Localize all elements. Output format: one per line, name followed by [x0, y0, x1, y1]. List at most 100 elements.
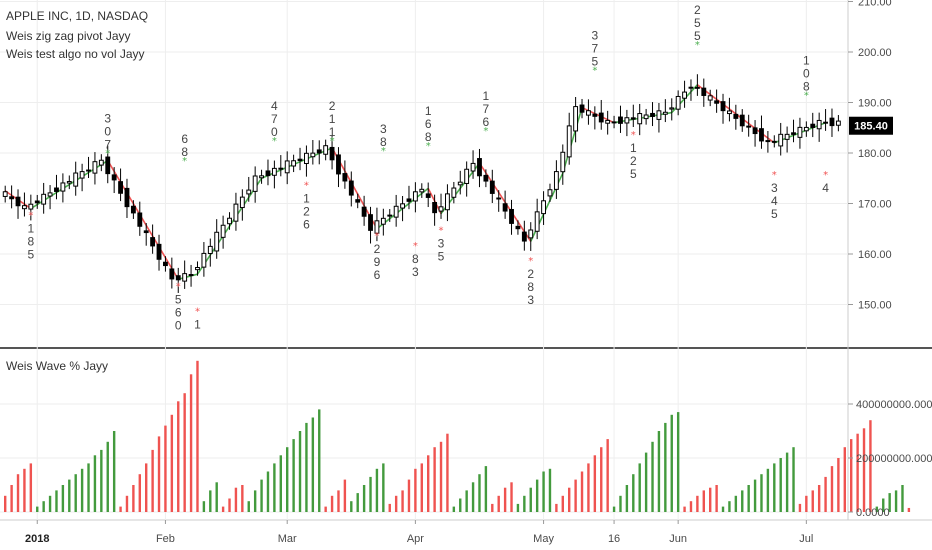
pivot-wave-digit: 3 [104, 112, 111, 126]
candle-body [2, 191, 8, 197]
weis-wave-bar [446, 433, 449, 512]
pivot-wave-digit: 8 [412, 252, 419, 266]
pivot-wave-digit: 1 [27, 222, 34, 236]
candle-body [130, 205, 136, 214]
time-tick-label: Apr [407, 533, 424, 545]
weis-wave-bar [234, 487, 238, 512]
candle-body [400, 203, 405, 209]
weis-wave-bar [894, 490, 898, 512]
weis-wave-bar [241, 485, 244, 512]
pivot-wave-digit: 0 [803, 67, 810, 81]
time-tick-label: Feb [156, 533, 175, 545]
candle-body [451, 187, 457, 198]
candle-body [419, 188, 425, 193]
pivot-wave-digit: 2 [303, 204, 310, 218]
weis-wave-bar [773, 463, 776, 512]
weis-wave-bar [106, 441, 109, 512]
candle-body [310, 152, 316, 158]
candle-body [271, 167, 277, 176]
candle-body [739, 114, 745, 127]
weis-wave-bar [318, 409, 321, 512]
candle-body [784, 133, 790, 140]
price-tick-label: 210.00 [858, 0, 892, 9]
candle-body [348, 180, 354, 196]
candle-body [47, 192, 53, 197]
weis-wave-bar [728, 501, 731, 512]
candle-body [92, 161, 98, 174]
weis-wave-bar [420, 463, 423, 512]
pivot-wave-digit: 8 [803, 80, 810, 94]
candle-body [98, 159, 104, 166]
weis-wave-bar [221, 506, 225, 512]
weis-wave-bar [260, 479, 263, 512]
pivot-wave-digit: 5 [694, 16, 701, 30]
pivot-wave-digit: 5 [630, 167, 637, 181]
weis-wave-bar [433, 447, 436, 512]
weis-wave-bar [548, 468, 552, 512]
weis-wave-bar [850, 439, 853, 512]
candle-body [220, 224, 226, 238]
weis-wave-bar [465, 490, 468, 512]
weis-wave-bar [587, 463, 590, 512]
candle-body [406, 198, 412, 202]
zigzag-segment [178, 273, 198, 281]
weis-wave-bar [779, 458, 782, 512]
pivot-wave-digit: 3 [591, 28, 598, 42]
axes: 150.00160.00170.00180.00190.00200.00210.… [25, 0, 932, 545]
weis-wave-bar [414, 468, 417, 512]
weis-wave-bar [837, 458, 840, 512]
weis-wave-bar [471, 482, 475, 512]
candle-body [355, 199, 361, 203]
candle-body [579, 104, 585, 113]
weis-wave-bar [87, 463, 90, 512]
zigzag-segment [613, 111, 672, 124]
symbol-title: APPLE INC, 1D, NASDAQ [6, 9, 149, 23]
weis-wave-bar [503, 487, 507, 512]
weis-wave-bar [330, 495, 334, 512]
wave-tick-label: 200000000.0000 [856, 453, 932, 465]
candle-body [380, 217, 386, 225]
weis-wave-bar [266, 471, 270, 512]
pivot-wave-digit: 9 [374, 255, 381, 269]
pivot-wave-digit: 5 [27, 248, 34, 262]
weis-wave-bar [651, 441, 654, 512]
price-tick-label: 190.00 [858, 98, 892, 110]
weis-wave-bar [811, 490, 814, 512]
candle-body [425, 193, 431, 198]
weis-wave-bar [10, 485, 13, 512]
weis-wave-bar [362, 485, 366, 512]
candle-body [483, 174, 489, 182]
pivot-marker: * [528, 256, 533, 267]
candle-body [438, 206, 444, 212]
weis-wave-bar [164, 425, 167, 512]
candle-body [662, 111, 668, 115]
candle-body [329, 146, 335, 161]
candle-body [707, 95, 713, 101]
candle-body [22, 205, 27, 210]
pivot-wave-digit: 2 [329, 99, 336, 113]
time-tick-label: Mar [278, 533, 297, 545]
weis-wave-bar [542, 471, 545, 512]
candle-body [34, 200, 40, 204]
candle-body [797, 126, 803, 138]
price-tick-label: 170.00 [858, 199, 892, 211]
pivot-wave-digit: 1 [329, 125, 336, 139]
candle-body [207, 245, 213, 254]
candles [2, 74, 841, 293]
candle-body [336, 154, 341, 175]
pivot-wave-digit: 1 [303, 191, 310, 205]
candle-body [778, 133, 784, 147]
candle-body [714, 100, 720, 104]
pivot-wave-digit: 3 [771, 181, 778, 195]
candle-body [816, 119, 822, 130]
candle-body [265, 170, 271, 177]
lower-pane-title: Weis Wave % Jayy [6, 359, 109, 373]
weis-wave-bar [36, 506, 39, 512]
pivot-marker: * [381, 146, 386, 157]
candle-body [553, 171, 559, 190]
candle-body [304, 152, 309, 165]
weis-wave-bar [830, 466, 834, 512]
candle-body [835, 120, 841, 126]
candle-body [592, 113, 598, 117]
weis-wave-bar [145, 463, 148, 512]
